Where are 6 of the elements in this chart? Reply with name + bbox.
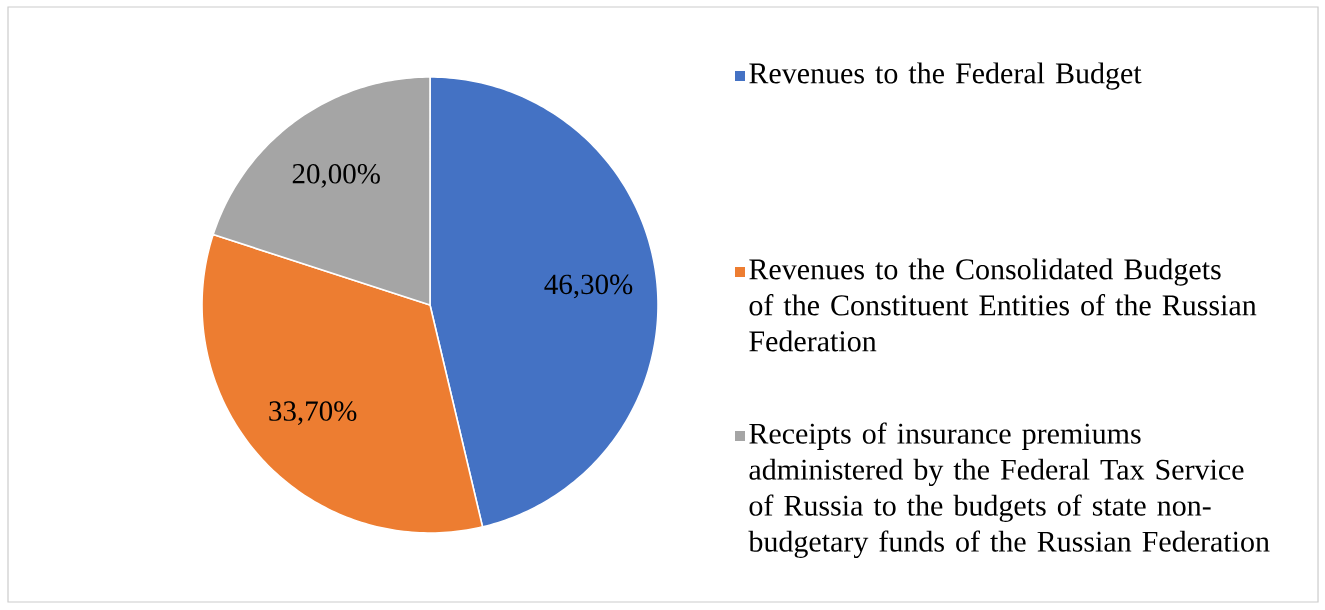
legend-label: Revenues to the Consolidated Budgets of the Constituent Entities of the Russian Federation xyxy=(749,258,1257,352)
data-label: 33,70% xyxy=(269,401,357,426)
data-label: 46,30% xyxy=(544,274,633,299)
data-label: 20,00% xyxy=(292,164,380,188)
legend-label: Receipts of insurance premiums administered by the Federal Tax Service of Russia to the budgets of state non-budgetary funds of the Russian Federation xyxy=(748,422,1270,558)
legend-label: Revenues to the Federal Budget xyxy=(749,62,1142,90)
